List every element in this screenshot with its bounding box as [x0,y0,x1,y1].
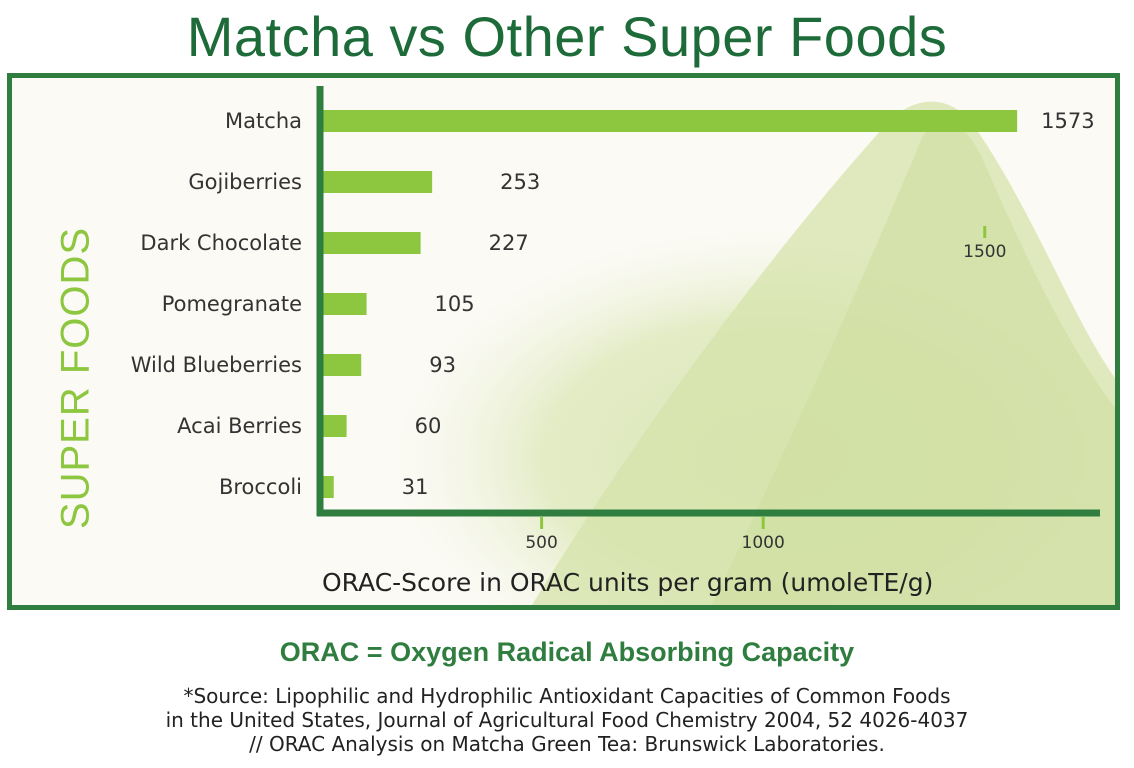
bar-dark-chocolate [323,232,421,254]
category-label: Matcha [225,109,302,133]
value-label: 253 [500,170,541,194]
bar-matcha [323,110,1018,132]
bar-gojiberries [323,171,433,193]
bar-broccoli [323,476,334,498]
value-label: 93 [429,353,456,377]
ticks-layer [540,226,987,529]
source-line: in the United States, Journal of Agricul… [165,708,969,732]
category-label: Broccoli [218,475,302,499]
chart-frame: SUPER FOODS Matcha Gojiberries Dark Chocol… [7,73,1120,610]
value-label: 227 [488,231,529,255]
bar-acai-berries [323,415,347,437]
value-label: 105 [434,292,475,316]
x-tick-label: 1500 [963,242,1007,262]
bars-layer [323,110,1018,498]
chart-svg [316,86,1115,605]
category-label: Dark Chocolate [140,231,302,255]
category-label: Wild Blueberries [130,353,302,377]
category-label: Gojiberries [188,170,302,194]
category-label: Acai Berries [177,414,302,438]
x-tick-label: 1000 [741,533,785,553]
page-title: Matcha vs Other Super Foods [186,5,948,68]
value-label: 31 [401,475,429,499]
y-axis-label: SUPER FOODS [53,226,98,530]
value-label: 1573 [1041,109,1095,133]
source-line: *Source: Lipophilic and Hydrophilic Anti… [183,684,951,708]
bar-pomegranate [323,293,367,315]
source-citation: *Source: Lipophilic and Hydrophilic Anti… [0,684,1134,756]
orac-definition: ORAC = Oxygen Radical Absorbing Capacity [279,637,855,667]
value-label: 60 [414,414,442,438]
bar-wild-blueberries [323,354,362,376]
source-line: // ORAC Analysis on Matcha Green Tea: Br… [249,732,885,756]
x-axis-label: ORAC-Score in ORAC units per gram (umole… [322,568,934,597]
x-tick-label: 500 [525,533,558,553]
category-label: Pomegranate [161,292,302,316]
